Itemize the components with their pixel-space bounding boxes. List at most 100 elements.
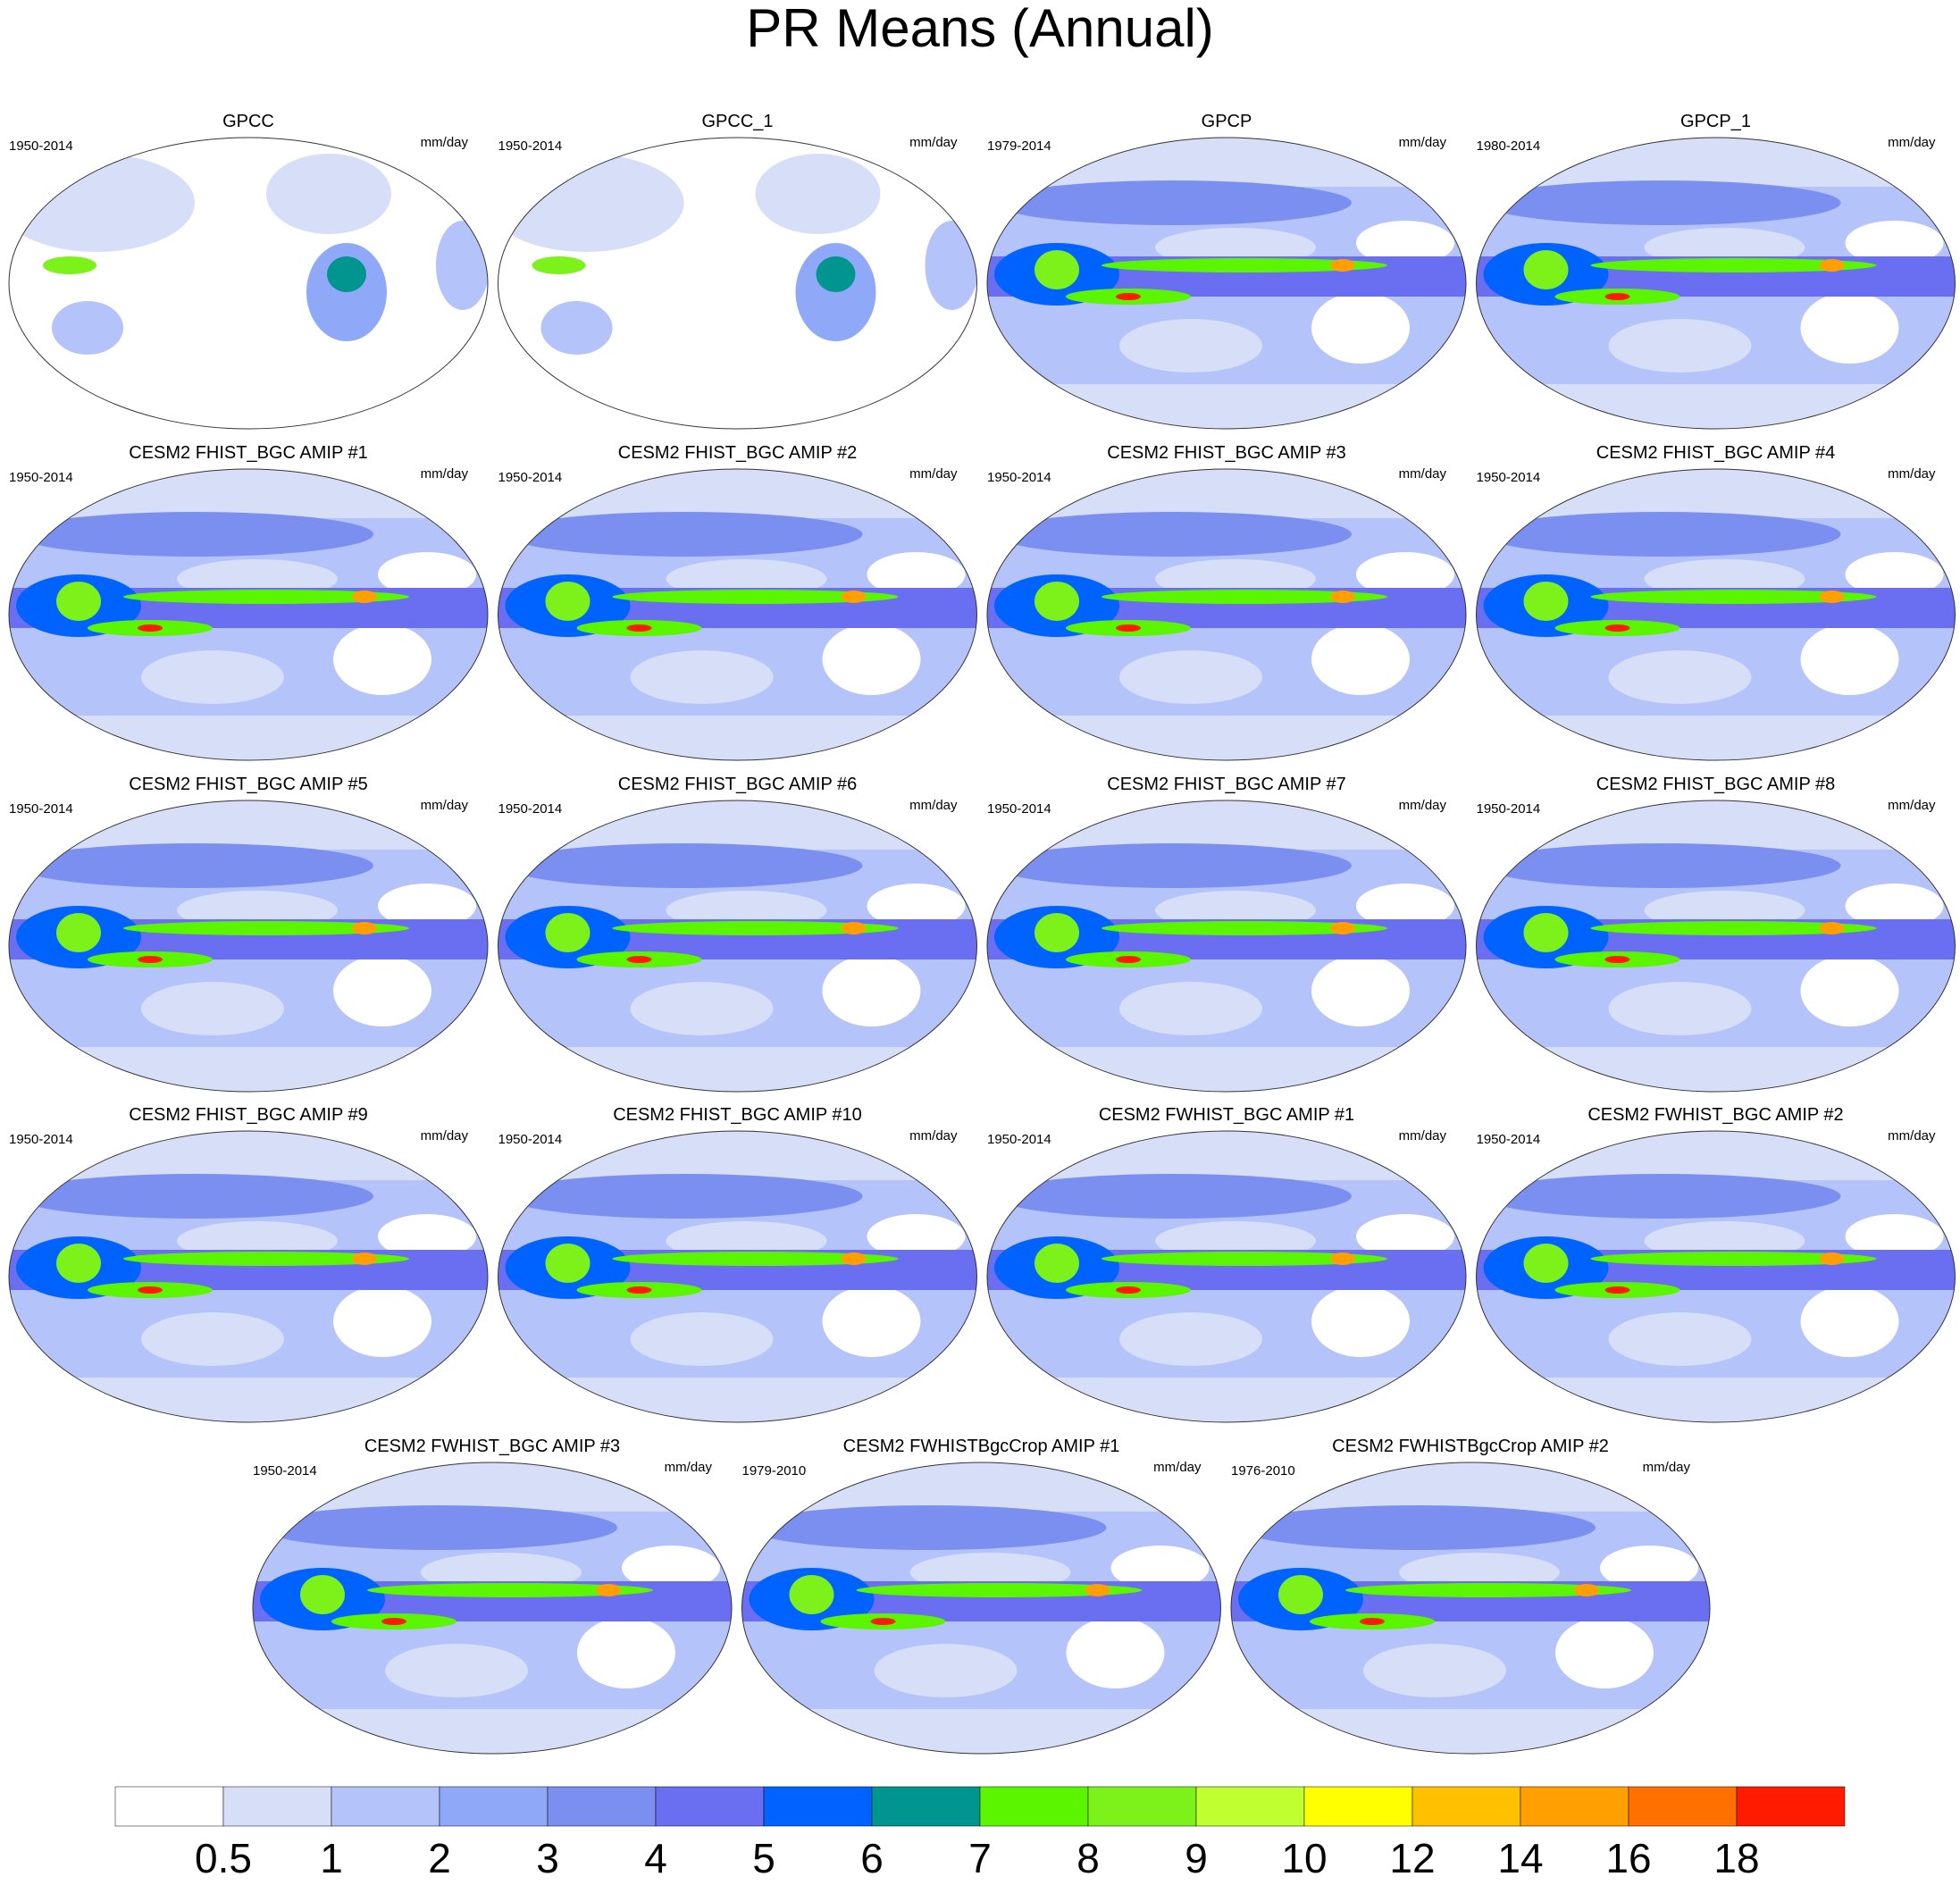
map	[987, 1131, 1466, 1422]
map	[9, 138, 488, 429]
rain-max	[1604, 624, 1630, 632]
storm-track	[1483, 512, 1841, 557]
panel-title: CESM2 FHIST_BGC AMIP #1	[129, 443, 368, 463]
land	[540, 301, 613, 355]
colorbar-label: 10	[1281, 1835, 1327, 1881]
polar-band	[987, 1378, 1466, 1422]
panel-period: 1950-2014	[498, 801, 563, 817]
polar-band	[9, 1047, 488, 1092]
itcz	[123, 590, 409, 604]
polar-band	[9, 716, 488, 760]
dry-zone	[1800, 624, 1899, 695]
panel-units: mm/day	[421, 135, 469, 150]
panel-period: 1950-2014	[9, 801, 73, 817]
rain-max	[1116, 293, 1141, 300]
land	[816, 256, 856, 292]
dry-zone	[630, 1312, 774, 1366]
itcz	[1101, 1252, 1387, 1266]
dry-zone	[1608, 319, 1752, 373]
panel-title: CESM2 FHIST_BGC AMIP #3	[1107, 443, 1346, 463]
map-outline	[252, 1462, 733, 1755]
dry-zone	[1311, 624, 1410, 695]
colorbar-box	[222, 1786, 332, 1827]
polar-band	[1476, 716, 1956, 760]
colorbar-label: 1	[320, 1835, 343, 1881]
panel-title: CESM2 FWHISTBgcCrop AMIP #2	[1332, 1437, 1609, 1456]
colorbar-box	[1736, 1786, 1846, 1827]
colorbar-box	[1087, 1786, 1197, 1827]
dry-zone	[1845, 884, 1944, 928]
map	[1231, 1462, 1710, 1754]
panel-period: 1950-2014	[498, 470, 563, 485]
storm-track	[1483, 843, 1841, 888]
rain-max	[1085, 1584, 1110, 1596]
storm-track	[16, 843, 373, 888]
map	[9, 469, 488, 760]
itcz	[1101, 258, 1387, 272]
rain-max	[1330, 259, 1355, 272]
panel-period: 1950-2014	[1477, 801, 1541, 817]
rain-max	[1604, 293, 1630, 300]
dry-zone	[1066, 1617, 1165, 1688]
rain-max	[841, 922, 867, 934]
panel-title: CESM2 FHIST_BGC AMIP #6	[618, 775, 858, 794]
colorbar-box	[547, 1786, 657, 1827]
polar-band	[498, 1378, 977, 1422]
colorbar-label: 14	[1497, 1835, 1543, 1881]
map-outline	[8, 800, 489, 1093]
dry-zone	[1608, 1312, 1752, 1366]
land	[532, 256, 586, 274]
map-outline	[1476, 468, 1956, 761]
map-outline	[986, 800, 1467, 1093]
polar-band	[1231, 1709, 1710, 1754]
storm-track	[260, 1505, 617, 1550]
colorbar-label: 3	[536, 1835, 559, 1881]
warm-pool-core	[1523, 582, 1569, 621]
dry-zone	[333, 955, 431, 1026]
panel-title: GPCP_1	[1680, 112, 1751, 131]
storm-track	[16, 1174, 373, 1219]
land	[327, 256, 366, 292]
storm-track	[1483, 180, 1841, 225]
figure-title: PR Means (Annual)	[746, 0, 1214, 58]
panel-units: mm/day	[1888, 1128, 1936, 1144]
polar-band	[498, 716, 977, 760]
dry-zone	[867, 884, 966, 928]
land	[52, 301, 123, 355]
colorbar-box	[1628, 1786, 1738, 1827]
panel-units: mm/day	[1399, 135, 1447, 150]
dry-zone	[1608, 650, 1752, 704]
polar-band	[1476, 1378, 1956, 1422]
panel-title: CESM2 FWHIST_BGC AMIP #2	[1587, 1105, 1843, 1125]
colorbar-box	[871, 1786, 981, 1827]
dry-zone	[1600, 1546, 1698, 1590]
polar-band	[498, 1047, 977, 1092]
panel-period: 1950-2014	[1477, 470, 1541, 485]
rain-max	[1819, 259, 1845, 272]
colorbar-box	[1303, 1786, 1413, 1827]
storm-track	[1238, 1505, 1596, 1550]
dry-zone	[385, 1644, 528, 1697]
dry-zone	[333, 1286, 431, 1357]
warm-pool-core	[545, 1244, 591, 1283]
colorbar-label: 0.5	[195, 1835, 252, 1881]
map	[987, 469, 1466, 760]
colorbar-label: 5	[752, 1835, 775, 1881]
warm-pool-core	[1034, 250, 1079, 289]
rain-max	[138, 1286, 163, 1294]
colorbar-label: 12	[1389, 1835, 1435, 1881]
panel-title: CESM2 FWHIST_BGC AMIP #3	[364, 1437, 620, 1456]
dry-zone	[1845, 221, 1944, 265]
polar-band	[9, 1378, 488, 1422]
storm-track	[1483, 1174, 1841, 1219]
storm-track	[16, 512, 373, 557]
storm-track	[505, 512, 863, 557]
panel-units: mm/day	[421, 466, 469, 482]
panel-title: CESM2 FHIST_BGC AMIP #10	[613, 1105, 862, 1125]
map-outline	[498, 468, 977, 761]
warm-pool-core	[56, 582, 101, 621]
storm-track	[994, 1174, 1352, 1219]
dry-zone	[141, 1312, 284, 1366]
